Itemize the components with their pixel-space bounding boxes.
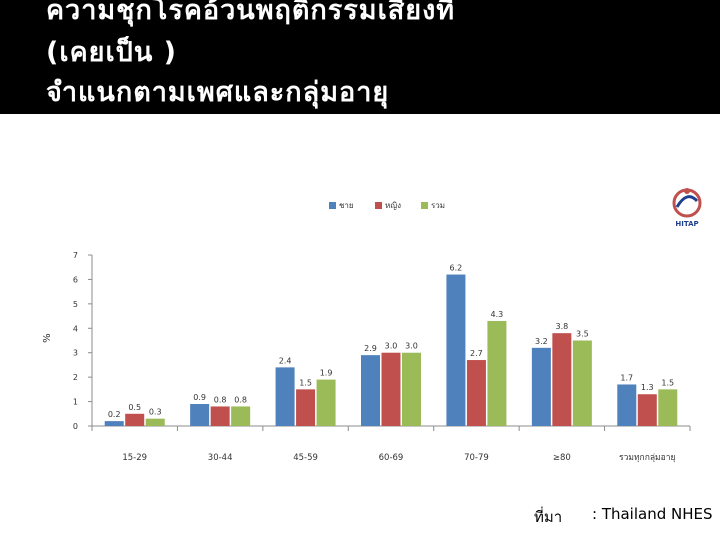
y-tick-label: 5 bbox=[73, 300, 78, 309]
x-tick-label: 45-59 bbox=[293, 453, 318, 463]
legend-label: หญิง bbox=[385, 201, 401, 210]
legend-label: รวม bbox=[431, 201, 445, 210]
bar bbox=[361, 355, 380, 426]
bar bbox=[104, 421, 124, 426]
bar bbox=[531, 347, 551, 426]
y-tick-label: 3 bbox=[73, 349, 78, 358]
bar bbox=[617, 384, 637, 426]
bar bbox=[231, 406, 251, 426]
y-tick-label: 1 bbox=[73, 398, 78, 407]
bar-value-label: 2.7 bbox=[470, 349, 483, 358]
bar-value-label: 3.5 bbox=[576, 330, 589, 339]
y-axis-title: % bbox=[42, 333, 53, 343]
bar bbox=[190, 404, 210, 426]
bar-value-label: 6.2 bbox=[450, 264, 463, 273]
x-tick-label: ≥80 bbox=[553, 453, 571, 463]
bar-value-label: 1.5 bbox=[661, 378, 674, 387]
y-tick-label: 0 bbox=[73, 422, 78, 431]
legend-swatch bbox=[329, 202, 336, 209]
hitap-logo-icon: HITAP bbox=[672, 188, 702, 228]
bar-value-label: 0.9 bbox=[193, 393, 206, 402]
bar bbox=[552, 333, 572, 426]
bar-value-label: 1.5 bbox=[299, 378, 312, 387]
x-tick-label: 30-44 bbox=[208, 453, 233, 463]
bar-value-label: 3.0 bbox=[405, 342, 418, 351]
x-tick-label: รวมทุกกลุ่มอายุ bbox=[619, 453, 676, 463]
bar-value-label: 2.4 bbox=[279, 356, 292, 365]
bar-value-label: 1.3 bbox=[641, 383, 654, 392]
legend-swatch bbox=[421, 202, 428, 209]
x-tick-label: 70-79 bbox=[464, 453, 489, 463]
bar-value-label: 0.3 bbox=[149, 408, 162, 417]
bar-value-label: 1.7 bbox=[620, 373, 633, 382]
bar bbox=[637, 394, 657, 426]
bar bbox=[275, 367, 295, 426]
x-tick-label: 15-29 bbox=[122, 453, 147, 463]
bar bbox=[145, 418, 165, 426]
bar bbox=[487, 320, 507, 426]
bar bbox=[125, 413, 145, 426]
bar bbox=[381, 352, 401, 426]
x-tick-label: 60-69 bbox=[379, 453, 404, 463]
y-tick-label: 7 bbox=[73, 251, 78, 260]
bar bbox=[572, 340, 592, 426]
y-tick-label: 2 bbox=[73, 373, 78, 382]
logo-text: HITAP bbox=[675, 220, 698, 228]
bar bbox=[658, 389, 678, 426]
slide-title-line-3: จำแนกตามเพศและกลุ่มอายุ bbox=[46, 77, 390, 108]
bar bbox=[210, 406, 230, 426]
bar bbox=[296, 389, 316, 426]
y-tick-label: 6 bbox=[73, 275, 78, 284]
legend-swatch bbox=[375, 202, 382, 209]
source-label: ที่มา bbox=[534, 508, 563, 526]
legend-label: ชาย bbox=[339, 201, 354, 210]
bar-value-label: 1.9 bbox=[320, 369, 333, 378]
slide-title-line-1: ความชุกโรคอ้วนพฤติกรรมเสี่ยงที่ bbox=[46, 0, 456, 26]
slide-title-line-2: (เคยเป็น ) bbox=[46, 37, 178, 68]
y-tick-label: 4 bbox=[73, 324, 78, 333]
bar-value-label: 3.2 bbox=[535, 337, 548, 346]
bar-value-label: 4.3 bbox=[491, 310, 504, 319]
bar-value-label: 2.9 bbox=[364, 344, 377, 353]
bar bbox=[316, 379, 336, 426]
bar-value-label: 0.5 bbox=[128, 403, 141, 412]
bar bbox=[446, 274, 466, 426]
bar-chart: 0 1 2 3 4 5 6 7% 0.2 0.5 0.3 15-29 0.9 0.8 0.8 30-44 2.4… bbox=[42, 201, 691, 463]
bar-value-label: 0.2 bbox=[108, 410, 121, 419]
bar-value-label: 3.0 bbox=[385, 342, 398, 351]
source-value: : Thailand NHES bbox=[592, 505, 713, 523]
bar bbox=[466, 360, 486, 426]
bar-value-label: 3.8 bbox=[555, 322, 568, 331]
bar bbox=[402, 352, 421, 426]
bar-value-label: 0.8 bbox=[214, 395, 227, 404]
title-bar: ความชุกโรคอ้วนพฤติกรรมเสี่ยงที่ (เคยเป็น… bbox=[0, 0, 720, 114]
bar-value-label: 0.8 bbox=[234, 395, 247, 404]
